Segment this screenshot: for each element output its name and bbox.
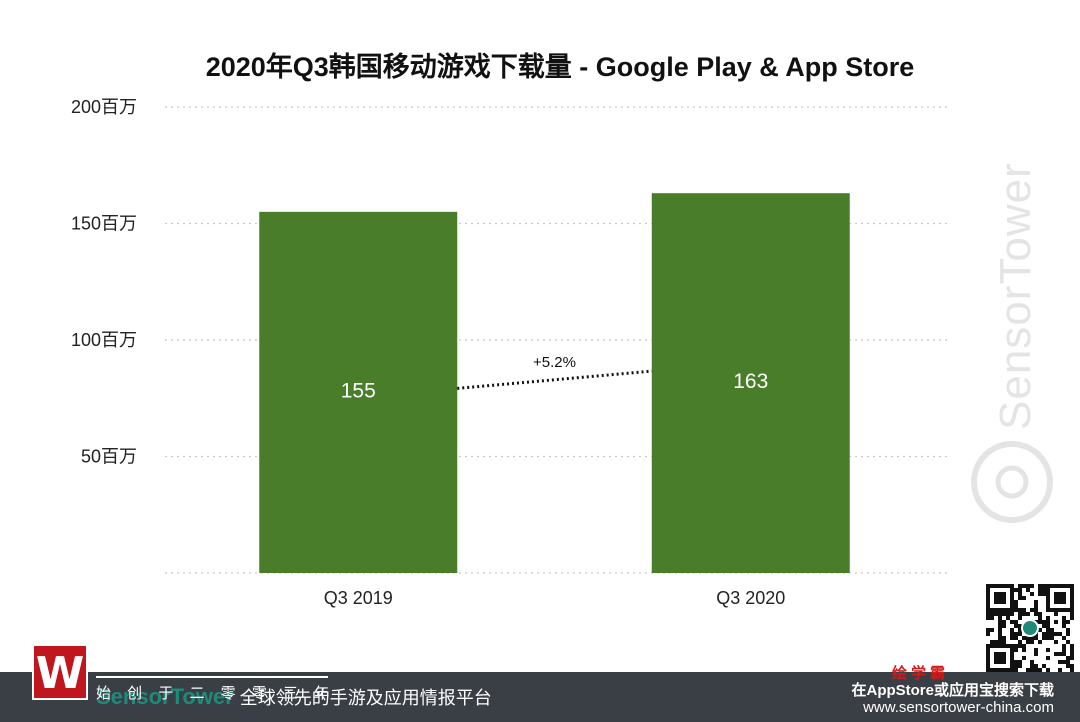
footer-right: 在AppStore或应用宝搜索下载 www.sensortower-china.… — [851, 682, 1054, 716]
x-tick-label: Q3 2019 — [324, 588, 393, 608]
x-axis-ticks: Q3 2019 Q3 2020 — [324, 588, 786, 608]
bars: 155 163 — [259, 193, 850, 573]
w-logo: W — [32, 644, 88, 700]
footer-divider — [96, 676, 328, 678]
growth-label: +5.2% — [533, 354, 576, 371]
footer-website: www.sensortower-china.com — [863, 699, 1054, 716]
w-logo-letter: W — [35, 648, 85, 699]
watermark-logo-inner-icon — [995, 465, 1029, 499]
watermark-logo-icon — [971, 441, 1053, 523]
stamp-text: 绘学霸 — [892, 665, 950, 682]
qr-code-icon — [986, 584, 1074, 672]
growth-connector-line — [457, 369, 652, 390]
sensortower-watermark: SensorTower — [971, 162, 1053, 523]
chart-title: 2020年Q3韩国移动游戏下载量 - Google Play & App Sto… — [206, 51, 915, 82]
footer-tagline: 全球领先的手游及应用情报平台 — [239, 688, 492, 708]
bar-value-label: 155 — [341, 379, 376, 402]
watermark-text: SensorTower — [991, 162, 1040, 430]
y-tick-label: 100百万 — [71, 330, 137, 350]
footer-left: SensorTower 全球领先的手游及应用情报平台 — [96, 684, 492, 710]
y-tick-label: 50百万 — [81, 447, 137, 467]
bar-value-label: 163 — [733, 370, 768, 393]
footer-download-text: 在AppStore或应用宝搜索下载 — [851, 682, 1054, 699]
y-axis-ticks: 50百万 100百万 150百万 200百万 — [71, 97, 137, 467]
footer-overlay-text: 始 创 于 二 零 零 三 年 — [96, 685, 336, 702]
footer-bar: SensorTower 全球领先的手游及应用情报平台 在AppStore或应用宝搜… — [0, 672, 1080, 722]
footer-brand: SensorTower — [96, 684, 234, 709]
y-tick-label: 200百万 — [71, 97, 137, 117]
bar — [651, 193, 850, 573]
y-tick-label: 150百万 — [71, 214, 137, 234]
bar — [259, 211, 458, 573]
growth-annotation: +5.2% — [457, 354, 652, 390]
x-tick-label: Q3 2020 — [716, 588, 785, 608]
